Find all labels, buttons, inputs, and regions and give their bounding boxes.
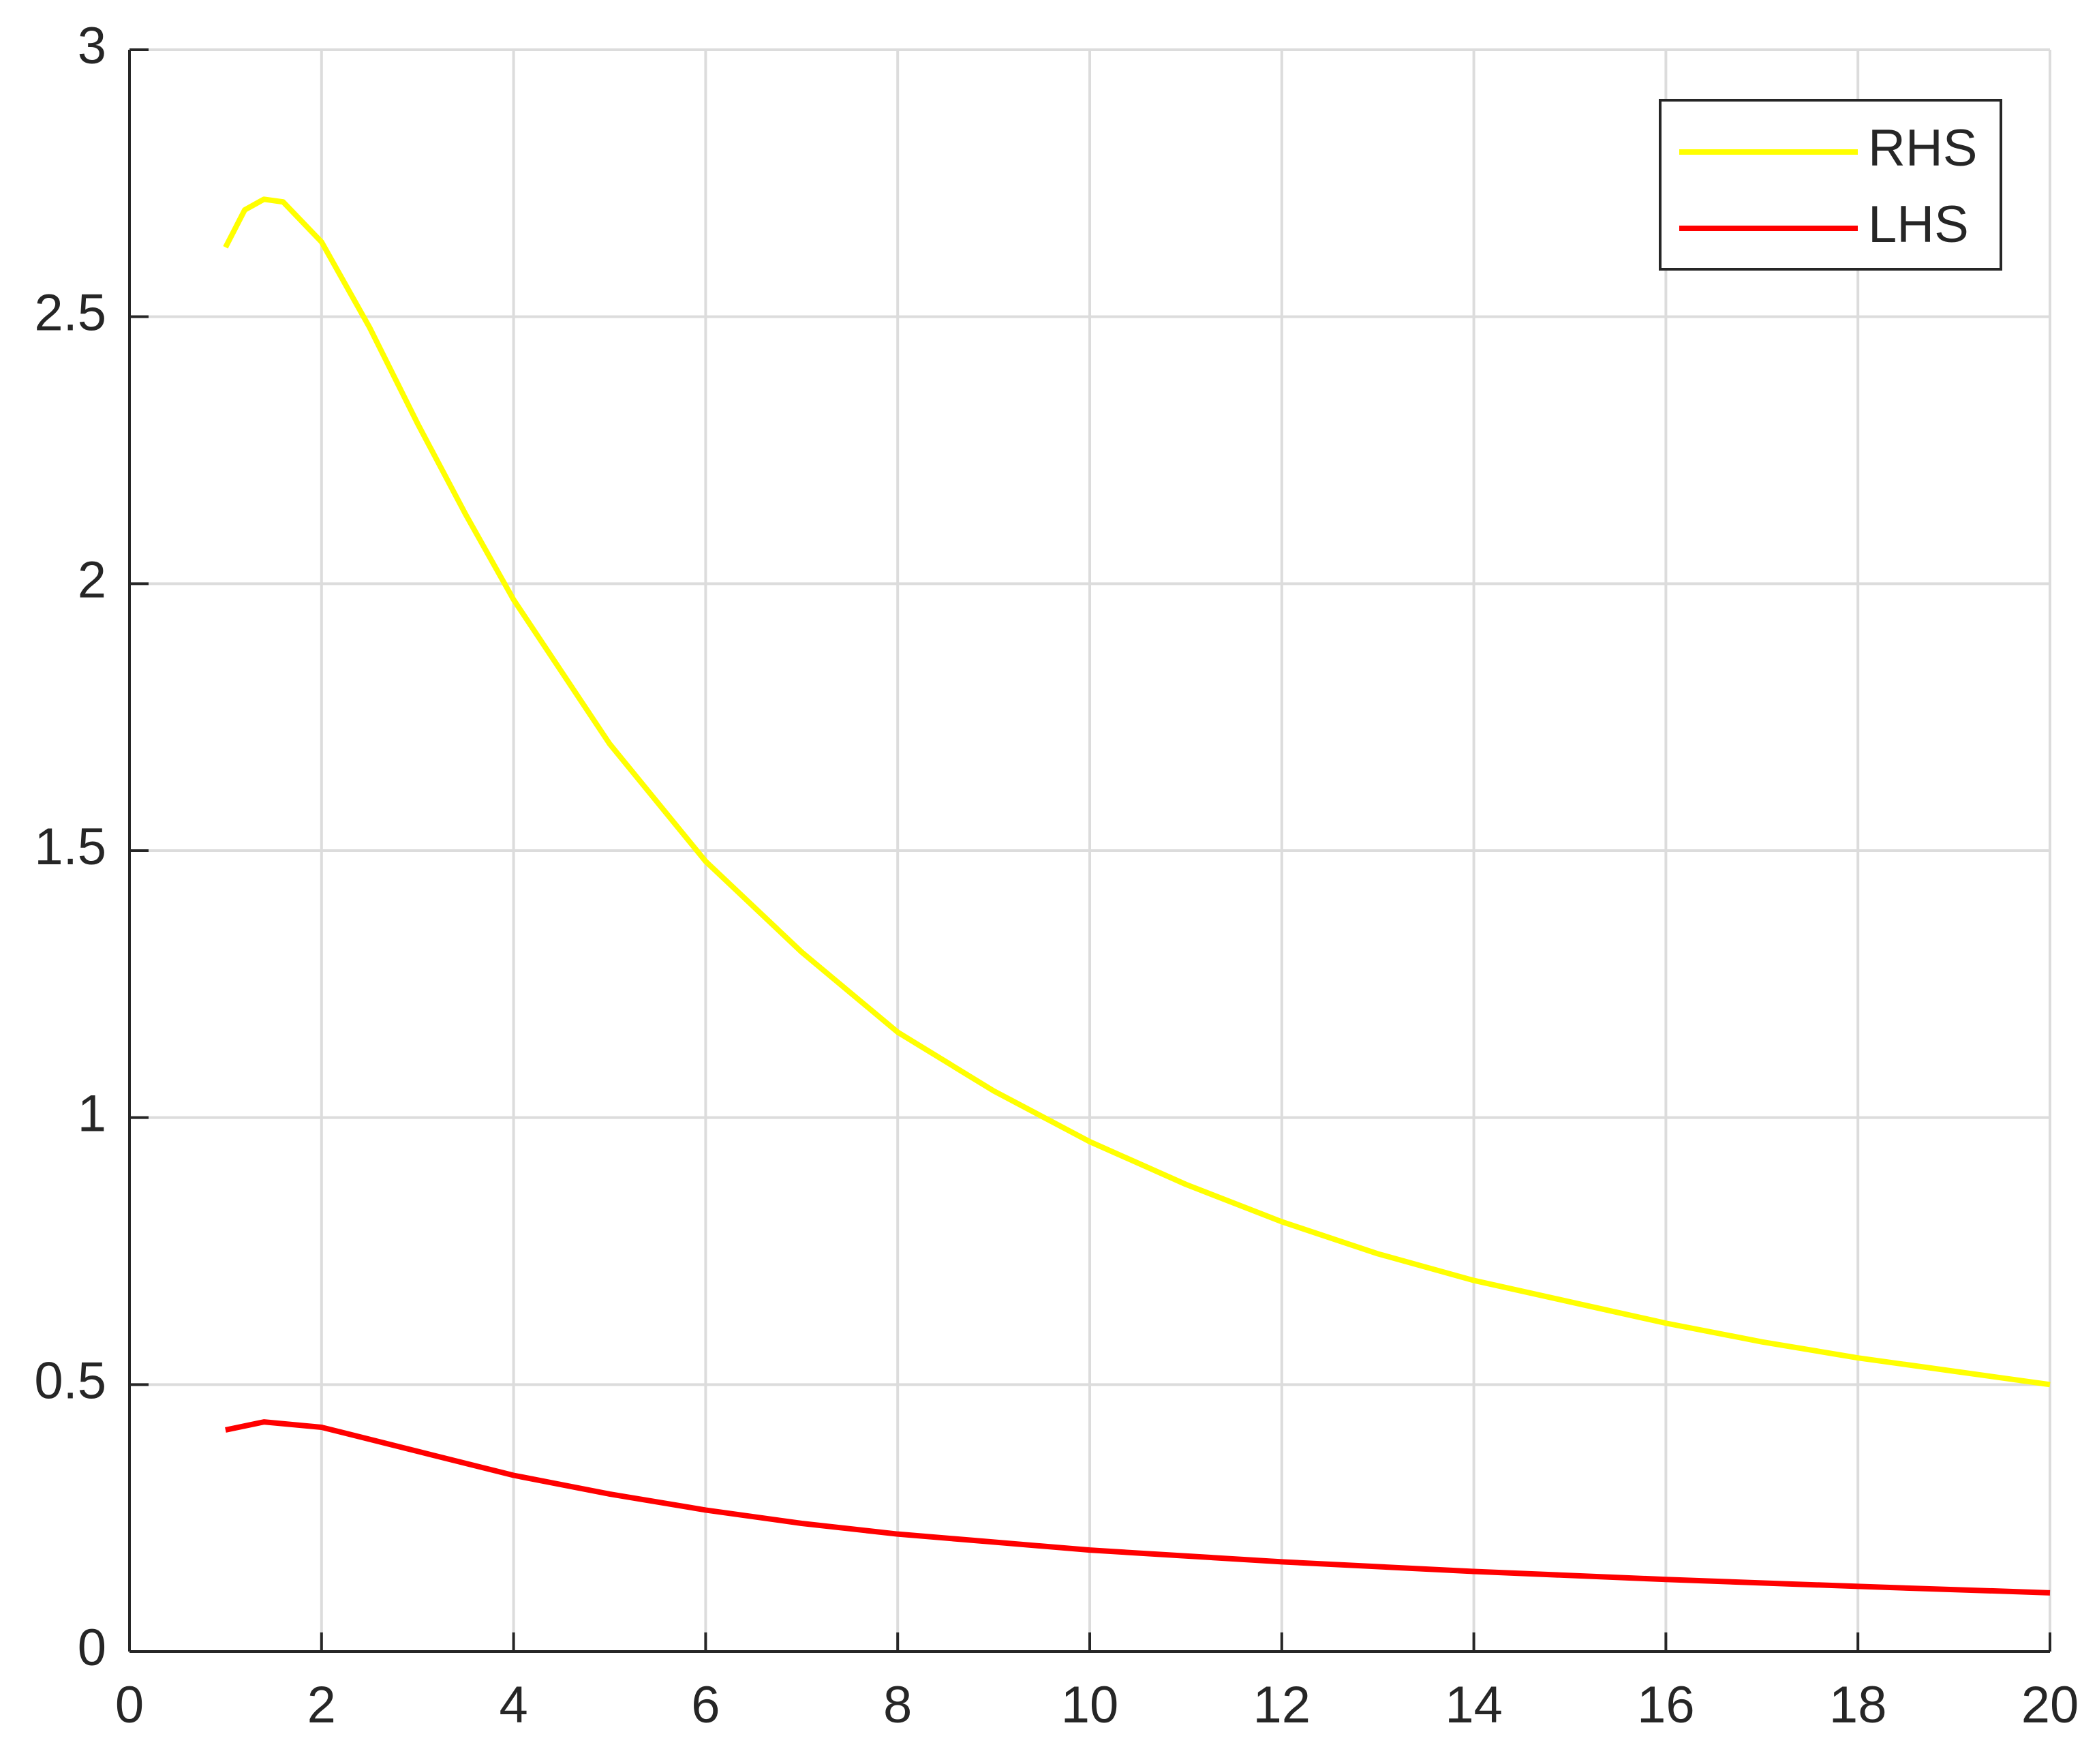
x-tick-label: 6: [691, 1676, 720, 1734]
x-tick-label: 12: [1253, 1676, 1311, 1734]
legend-label: RHS: [1868, 119, 1977, 177]
y-tick-label: 1.5: [34, 818, 106, 876]
x-tick-label: 18: [1829, 1676, 1887, 1734]
x-tick-label: 16: [1637, 1676, 1695, 1734]
x-tick-label: 10: [1061, 1676, 1119, 1734]
y-tick-label: 3: [78, 17, 106, 75]
x-tick-label: 20: [2021, 1676, 2079, 1734]
x-tick-label: 4: [499, 1676, 527, 1734]
y-tick-label: 1: [78, 1085, 106, 1143]
y-tick-label: 2.5: [34, 284, 106, 342]
line-series: [223, 196, 2051, 1388]
y-tick-label: 0.5: [34, 1352, 106, 1410]
line-series: [225, 1419, 2051, 1596]
y-tick-label: 0: [78, 1619, 106, 1677]
x-tick-label: 0: [115, 1676, 144, 1734]
y-tick-label: 2: [78, 551, 106, 609]
x-tick-label: 14: [1445, 1676, 1503, 1734]
legend-label: LHS: [1868, 196, 1969, 254]
x-tick-label: 2: [307, 1676, 336, 1734]
legend-box: [1659, 99, 2002, 271]
x-tick-label: 8: [883, 1676, 912, 1734]
